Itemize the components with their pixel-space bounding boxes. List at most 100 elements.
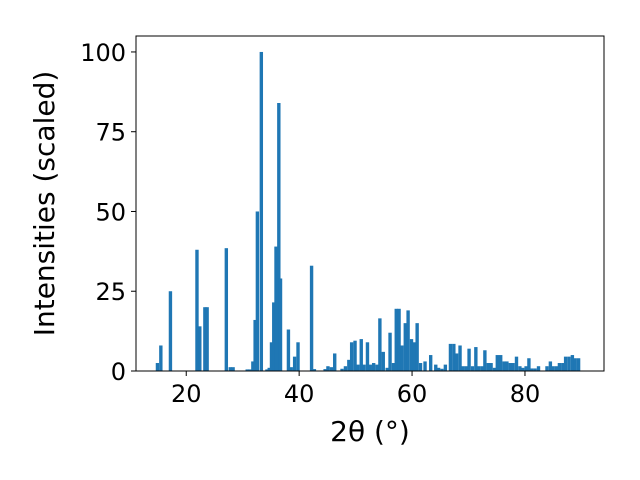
bar [333, 353, 337, 371]
bar [353, 340, 357, 371]
bar [530, 368, 534, 371]
bar [554, 366, 559, 371]
bar [296, 342, 300, 371]
bar [347, 359, 351, 371]
bar [521, 367, 525, 371]
bar [448, 343, 453, 371]
bar [563, 356, 568, 371]
bar [486, 363, 490, 371]
bar [452, 343, 456, 371]
bar [423, 361, 427, 371]
bar [524, 366, 528, 371]
x-tick-label: 80 [510, 380, 541, 408]
bar [267, 367, 271, 371]
bar [415, 323, 419, 371]
bar [277, 103, 281, 371]
x-axis-label: 2θ (°) [330, 415, 410, 448]
bar [248, 369, 252, 371]
y-tick-label: 25 [95, 278, 126, 306]
bar [195, 249, 199, 371]
bar [349, 342, 354, 371]
bar [406, 310, 410, 371]
bar [368, 364, 372, 371]
bar [323, 369, 327, 371]
bar [499, 355, 503, 371]
bar [508, 363, 512, 371]
bar [533, 368, 537, 371]
bar [388, 332, 392, 371]
x-tick-label: 40 [284, 380, 315, 408]
bar [312, 369, 317, 371]
bar [155, 363, 160, 371]
bar [400, 345, 404, 371]
bar [381, 351, 385, 371]
bar [428, 355, 433, 371]
bar [391, 363, 396, 371]
bar [557, 363, 562, 371]
bar [251, 361, 255, 371]
y-tick-label: 0 [111, 358, 126, 386]
bar [545, 366, 549, 371]
bar [309, 265, 314, 371]
bar [365, 342, 370, 371]
bar [394, 308, 398, 371]
bar [356, 364, 360, 371]
bar [567, 356, 571, 371]
bar [476, 366, 481, 371]
bar [245, 369, 249, 371]
bar [385, 367, 389, 371]
bar [527, 358, 531, 371]
bar [474, 347, 478, 371]
bar [362, 364, 366, 371]
x-tick-label: 20 [171, 380, 202, 408]
bar [518, 366, 522, 371]
bar [278, 278, 283, 371]
bar [495, 355, 499, 371]
bar [561, 363, 565, 371]
bar [418, 363, 423, 371]
bar [205, 307, 209, 371]
bar [467, 348, 471, 371]
bar [198, 326, 202, 371]
bar [289, 367, 293, 371]
bar [412, 342, 417, 371]
bar [326, 366, 330, 371]
bar [440, 368, 444, 371]
bar [231, 367, 235, 371]
bar [443, 364, 448, 371]
y-tick-label: 50 [95, 198, 126, 226]
y-axis-ticks: 0 25 50 75 100 [80, 39, 136, 386]
bar [489, 363, 493, 371]
bar [434, 364, 438, 371]
bar [548, 361, 553, 371]
plot-frame [135, 35, 605, 372]
y-axis-label: Intensities (scaled) [28, 71, 61, 337]
bar [228, 367, 232, 371]
bar [253, 319, 257, 371]
bar [292, 356, 297, 371]
bar [343, 366, 348, 371]
bar [340, 368, 344, 371]
bar [502, 361, 506, 371]
bar [480, 366, 484, 371]
bar [272, 302, 276, 371]
bar [371, 363, 376, 371]
bar [375, 364, 379, 371]
x-axis-ticks: 20 40 60 80 [171, 371, 540, 408]
bar [436, 367, 441, 371]
bar [514, 356, 519, 371]
y-tick-label: 100 [80, 39, 126, 67]
bar [551, 366, 555, 371]
bar [576, 358, 581, 371]
bar [259, 51, 264, 371]
bar-series [155, 51, 581, 371]
bar [403, 323, 407, 371]
bar [483, 350, 487, 371]
bar [329, 367, 334, 371]
bar [255, 211, 260, 371]
x-tick-label: 60 [397, 380, 428, 408]
bar [461, 366, 465, 371]
bar [397, 308, 401, 371]
